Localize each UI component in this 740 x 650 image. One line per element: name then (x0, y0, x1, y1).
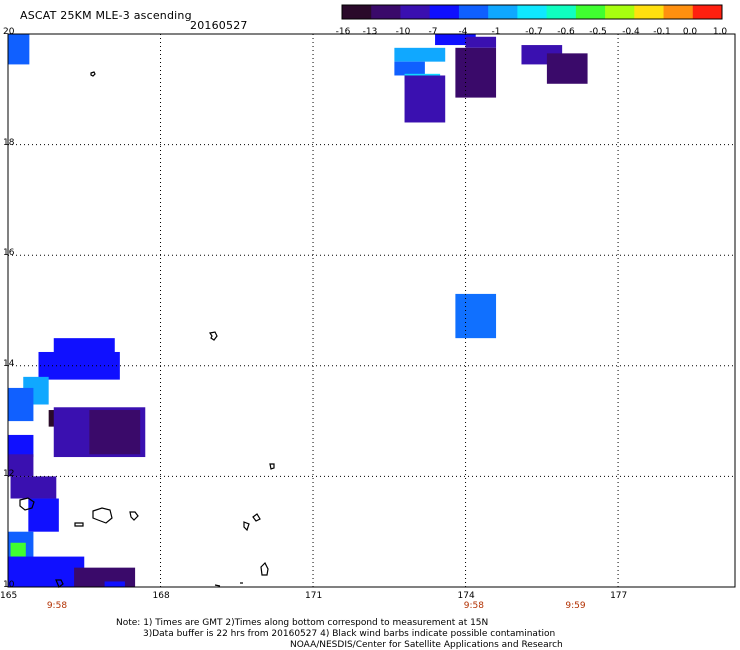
data-swath (8, 34, 588, 587)
colorbar-segment (575, 5, 606, 19)
colorbar-segment (692, 5, 723, 19)
wind-cell (89, 410, 141, 455)
island-outline (129, 511, 139, 521)
note-line-3: NOAA/NESDIS/Center for Satellite Applica… (290, 640, 563, 650)
wind-cell (455, 293, 497, 339)
colorbar (341, 4, 723, 20)
note-line-2: 3)Data buffer is 22 hrs from 20160527 4)… (143, 629, 556, 639)
colorbar-tick-label: -0.1 (653, 27, 671, 37)
wind-cell (394, 47, 446, 62)
colorbar-segment (429, 5, 460, 19)
colorbar-segment (663, 5, 694, 19)
colorbar-tick-label: -0.6 (557, 27, 575, 37)
island-outline (90, 71, 96, 77)
colorbar-segment (605, 5, 635, 19)
wind-cell (8, 387, 34, 422)
island-outline (74, 522, 84, 527)
wind-cell (546, 53, 588, 84)
island-outline (19, 497, 35, 511)
colorbar-tick-label: -0.5 (589, 27, 607, 37)
longitude-label: 165 (0, 591, 18, 601)
wind-cell (104, 581, 125, 587)
wind-cell (10, 542, 26, 557)
wind-cell (404, 75, 446, 123)
longitude-label: 177 (610, 591, 628, 601)
map-frame (7, 33, 736, 588)
colorbar-segment (371, 5, 401, 19)
colorbar-tick-label: -0.7 (525, 27, 543, 37)
island-outline (209, 331, 218, 341)
colorbar-segment (517, 5, 548, 19)
colorbar-segment (488, 5, 518, 19)
wind-cell (38, 351, 120, 380)
colorbar-tick-label: -4 (458, 27, 468, 37)
island-outline (92, 507, 113, 524)
wind-cell (455, 47, 497, 98)
longitude-label: 174 (457, 591, 475, 601)
island-outline (252, 513, 261, 522)
colorbar-segment (458, 5, 489, 19)
colorbar-tick-label: -1 (491, 27, 501, 37)
colorbar-segment (546, 5, 577, 19)
colorbar-segment (400, 5, 431, 19)
note-line-1: Note: 1) Times are GMT 2)Times along bot… (116, 618, 489, 628)
longitude-label: 168 (152, 591, 170, 601)
island-outline (55, 579, 64, 588)
island-outline (214, 584, 221, 587)
island-outline (269, 463, 275, 470)
colorbar-tick-label: -7 (428, 27, 438, 37)
island-outline (260, 561, 269, 576)
wind-cell (8, 34, 30, 65)
colorbar-tick-label: -16 (335, 27, 351, 37)
latitude-label: 14 (3, 358, 15, 369)
time-label: 9:58 (463, 601, 484, 611)
colorbar-segment (342, 5, 372, 19)
product-date: 20160527 (190, 19, 248, 32)
colorbar-tick-label: -0.4 (622, 27, 640, 37)
wind-cell (8, 454, 34, 477)
island-outline (243, 521, 250, 532)
colorbar-tick-label: 1.0 (712, 27, 728, 37)
latitude-label: 12 (3, 469, 15, 480)
colorbar-segment (634, 5, 665, 19)
colorbar-frame (341, 4, 723, 20)
time-label: 9:58 (46, 601, 68, 611)
wind-cell (8, 434, 34, 458)
latitude-label: 20 (3, 27, 15, 37)
coastlines (19, 71, 275, 588)
colorbar-tick-label: -13 (362, 27, 378, 37)
wind-cell (435, 34, 476, 46)
colorbar-tick-label: -10 (395, 27, 411, 37)
wind-cell (8, 556, 85, 587)
latitude-label: 18 (3, 137, 15, 148)
longitude-label: 171 (305, 591, 323, 601)
latitude-label: 16 (3, 248, 15, 259)
time-label: 9:59 (565, 601, 586, 611)
wind-cell (465, 36, 497, 48)
product-title: ASCAT 25KM MLE-3 ascending (20, 9, 192, 22)
wind-cell (10, 476, 57, 499)
wind-cell (394, 61, 425, 76)
latitude-label: 10 (3, 580, 15, 590)
graticule (8, 34, 735, 587)
colorbar-tick-label: 0.0 (682, 27, 698, 37)
